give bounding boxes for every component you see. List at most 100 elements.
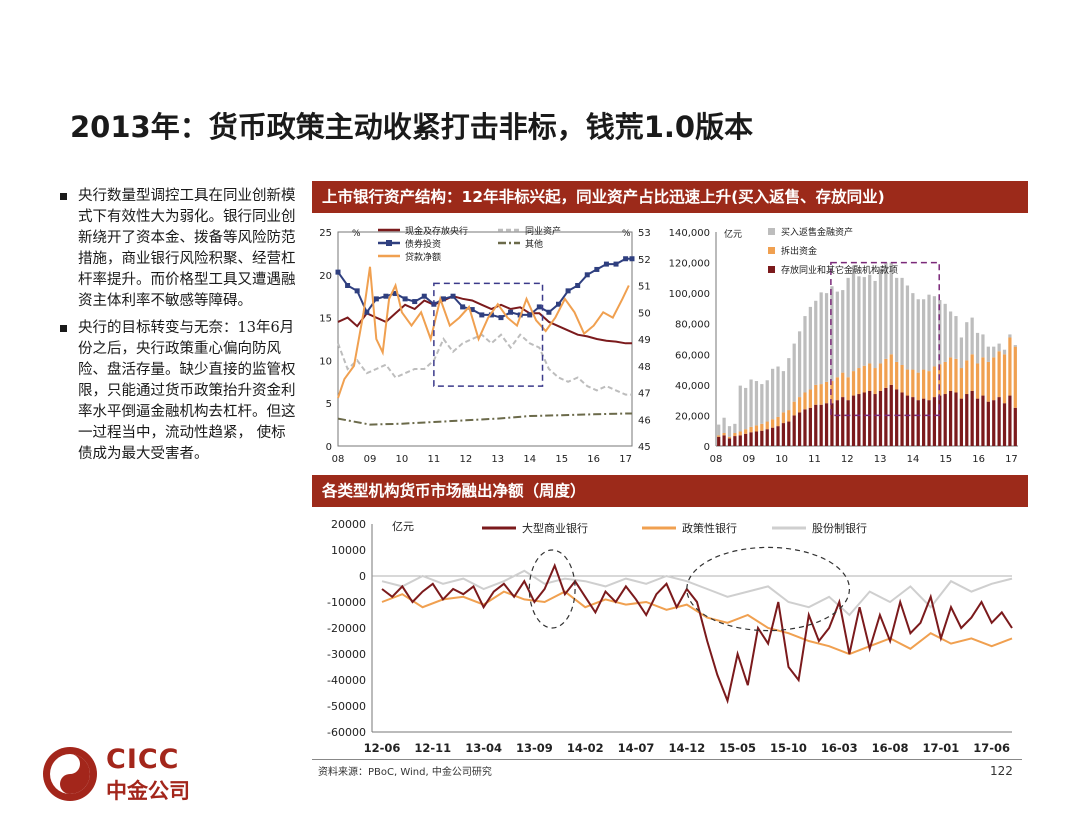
x-tick-label: 10 bbox=[775, 454, 788, 465]
bar-segment bbox=[922, 369, 926, 399]
y-right-tick-label: 49 bbox=[638, 335, 651, 346]
series-marker bbox=[450, 293, 456, 299]
bar-segment bbox=[776, 366, 780, 417]
x-tick-label: 17-06 bbox=[973, 741, 1010, 755]
y-tick-label: 20,000 bbox=[675, 411, 710, 422]
bar-segment bbox=[889, 262, 893, 355]
bar-segment bbox=[776, 416, 780, 427]
bar-segment bbox=[738, 431, 742, 436]
bar-segment bbox=[986, 346, 990, 362]
x-tick-label: 14 bbox=[523, 454, 536, 465]
bar-segment bbox=[911, 397, 915, 446]
highlight-box bbox=[433, 282, 544, 387]
bar-segment bbox=[744, 387, 748, 430]
y-left-tick-label: 0 bbox=[326, 442, 332, 453]
highlight-ellipse bbox=[686, 546, 851, 632]
series-marker bbox=[508, 309, 514, 315]
panel1-banner: 上市银行资产结构：12年非标兴起，同业资产占比迅速上升(买入返售、存放同业) bbox=[312, 181, 1028, 213]
bar-segment bbox=[992, 357, 996, 401]
bar-segment bbox=[733, 433, 737, 437]
bar-segment bbox=[808, 306, 812, 390]
series-marker bbox=[584, 272, 590, 278]
x-tick-label: 16-08 bbox=[872, 741, 909, 755]
series-marker bbox=[354, 288, 360, 294]
bar-segment bbox=[997, 351, 1001, 398]
bar-segment bbox=[824, 403, 829, 446]
y-tick-label: 140,000 bbox=[669, 228, 710, 239]
legend-label: 现金及存放央行 bbox=[405, 225, 468, 237]
bar-segment bbox=[948, 311, 953, 358]
bar-segment bbox=[895, 361, 899, 390]
bar-segment bbox=[1008, 395, 1012, 446]
bar-segment bbox=[911, 293, 915, 370]
bullet-item: 央行数量型调控工具在同业创新模式下有效性大为弱化。银行同业创新绕开了资本金、拨备… bbox=[60, 186, 296, 312]
x-tick-label: 16 bbox=[972, 454, 985, 465]
bar-segment bbox=[749, 426, 753, 433]
x-tick-label: 13 bbox=[491, 454, 504, 465]
bar-segment bbox=[943, 303, 947, 362]
bar-segment bbox=[959, 337, 963, 369]
series-marker bbox=[498, 315, 504, 321]
series-marker bbox=[536, 304, 542, 310]
bar-segment bbox=[873, 368, 877, 395]
bar-segment bbox=[1002, 354, 1007, 404]
series-marker bbox=[383, 293, 389, 299]
bar-segment bbox=[792, 415, 796, 446]
y-left-tick-label: 5 bbox=[326, 399, 332, 410]
bar-segment bbox=[754, 425, 759, 432]
bar-segment bbox=[889, 384, 893, 446]
bar-segment bbox=[992, 346, 996, 358]
series-marker bbox=[613, 261, 619, 267]
bar-segment bbox=[986, 361, 990, 402]
bar-segment bbox=[819, 404, 823, 446]
y-tick-label: 120,000 bbox=[669, 259, 710, 270]
bar-segment bbox=[835, 400, 839, 446]
series-marker bbox=[546, 309, 552, 315]
bar-segment bbox=[781, 371, 786, 413]
bar-segment bbox=[760, 384, 764, 424]
bar-segment bbox=[857, 394, 861, 446]
bar-segment bbox=[749, 432, 753, 446]
legend-marker bbox=[386, 240, 392, 246]
bar-segment bbox=[717, 436, 721, 446]
series-marker bbox=[603, 261, 609, 267]
y-right-tick-label: 48 bbox=[638, 362, 651, 373]
bar-segment bbox=[754, 431, 759, 446]
bar-segment bbox=[948, 357, 953, 391]
bar-segment bbox=[868, 363, 872, 391]
bar-segment bbox=[765, 380, 769, 422]
cicc-logo-mark-icon bbox=[43, 747, 97, 801]
x-tick-label: 17 bbox=[1005, 454, 1018, 465]
bar-segment bbox=[868, 274, 872, 364]
x-tick-label: 12-06 bbox=[364, 741, 401, 755]
bar-segment bbox=[1013, 407, 1017, 446]
series-marker bbox=[345, 283, 351, 288]
bullet-text: 央行数量型调控工具在同业创新模式下有效性大为弱化。银行同业创新绕开了资本金、拨备… bbox=[78, 188, 296, 309]
bar-segment bbox=[932, 366, 937, 398]
bar-segment bbox=[862, 277, 866, 366]
series-marker bbox=[565, 288, 571, 294]
bar-segment bbox=[938, 300, 942, 365]
bar-segment bbox=[911, 369, 915, 398]
bar-segment bbox=[1013, 345, 1017, 347]
bar-segment bbox=[722, 433, 726, 436]
y-right-tick-label: 50 bbox=[638, 308, 651, 319]
bar-segment bbox=[744, 433, 748, 446]
x-tick-label: 14 bbox=[907, 454, 920, 465]
x-tick-label: 11 bbox=[428, 454, 441, 465]
bar-segment bbox=[900, 277, 904, 365]
bar-segment bbox=[792, 401, 796, 416]
bar-segment bbox=[905, 369, 910, 396]
bar-segment bbox=[889, 354, 893, 385]
x-tick-label: 13 bbox=[874, 454, 887, 465]
bar-segment bbox=[954, 316, 958, 359]
bar-segment bbox=[868, 390, 872, 446]
bar-segment bbox=[803, 392, 807, 410]
bar-segment bbox=[981, 357, 985, 396]
highlight-box bbox=[830, 261, 940, 417]
x-tick-label: 15 bbox=[939, 454, 952, 465]
x-tick-label: 15-10 bbox=[770, 741, 807, 755]
bullet-square-icon bbox=[60, 325, 67, 332]
bar-segment bbox=[792, 343, 796, 402]
legend-label: 大型商业银行 bbox=[522, 521, 588, 535]
